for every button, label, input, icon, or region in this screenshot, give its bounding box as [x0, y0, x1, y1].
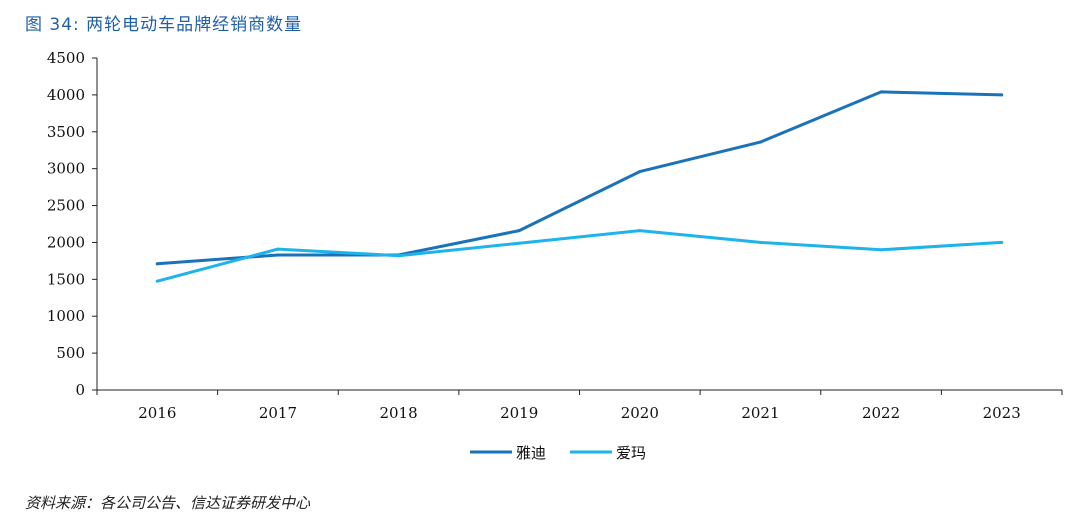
series-line-0	[155, 90, 1004, 266]
data-point	[517, 241, 521, 245]
data-point	[1000, 93, 1004, 97]
legend: 雅迪 爱玛	[470, 444, 646, 462]
data-point	[155, 262, 159, 266]
x-tick-label: 2019	[500, 404, 538, 422]
series-line-1	[155, 229, 1004, 283]
data-point	[638, 170, 642, 174]
y-tick-label: 4500	[47, 49, 85, 67]
x-tick-label: 2017	[259, 404, 297, 422]
y-axis-ticks: 0 500 1000 1500 2000 2500 3000 3500 4000 4500	[47, 49, 97, 399]
chart-axes	[96, 58, 1062, 391]
y-tick-label: 0	[75, 381, 85, 399]
x-tick-label: 2023	[983, 404, 1021, 422]
data-point	[758, 140, 762, 144]
y-tick-label: 2000	[47, 233, 85, 251]
line-chart: 0 500 1000 1500 2000 2500 3000 3500 4000 4500 201…	[47, 49, 1063, 462]
x-tick-label: 2022	[862, 404, 900, 422]
data-point	[276, 253, 280, 257]
data-point	[879, 248, 883, 252]
data-point	[1000, 240, 1004, 244]
y-tick-label: 3000	[47, 160, 85, 178]
source-note: 资料来源：各公司公告、信达证券研发中心	[25, 494, 311, 512]
data-point	[879, 90, 883, 94]
y-tick-label: 2500	[47, 197, 85, 215]
y-tick-label: 1500	[47, 270, 85, 288]
data-point	[638, 229, 642, 233]
x-tick-label: 2021	[741, 404, 779, 422]
data-point	[155, 279, 159, 283]
data-point	[758, 240, 762, 244]
y-tick-label: 1000	[47, 307, 85, 325]
y-tick-label: 4000	[47, 86, 85, 104]
data-point	[397, 254, 401, 258]
data-point	[276, 247, 280, 251]
legend-label-1: 爱玛	[616, 444, 646, 462]
data-point	[517, 229, 521, 233]
legend-label-0: 雅迪	[516, 444, 546, 462]
x-tick-label: 2020	[621, 404, 659, 422]
x-tick-label: 2016	[138, 404, 176, 422]
y-tick-label: 500	[56, 344, 85, 362]
figure-title: 图 34: 两轮电动车品牌经销商数量	[25, 15, 303, 35]
x-tick-label: 2018	[379, 404, 417, 422]
series-lines	[155, 90, 1004, 283]
x-axis-ticks: 2016 2017 2018 2019 2020 2021 2022 2023	[96, 390, 1063, 422]
y-tick-label: 3500	[47, 123, 85, 141]
